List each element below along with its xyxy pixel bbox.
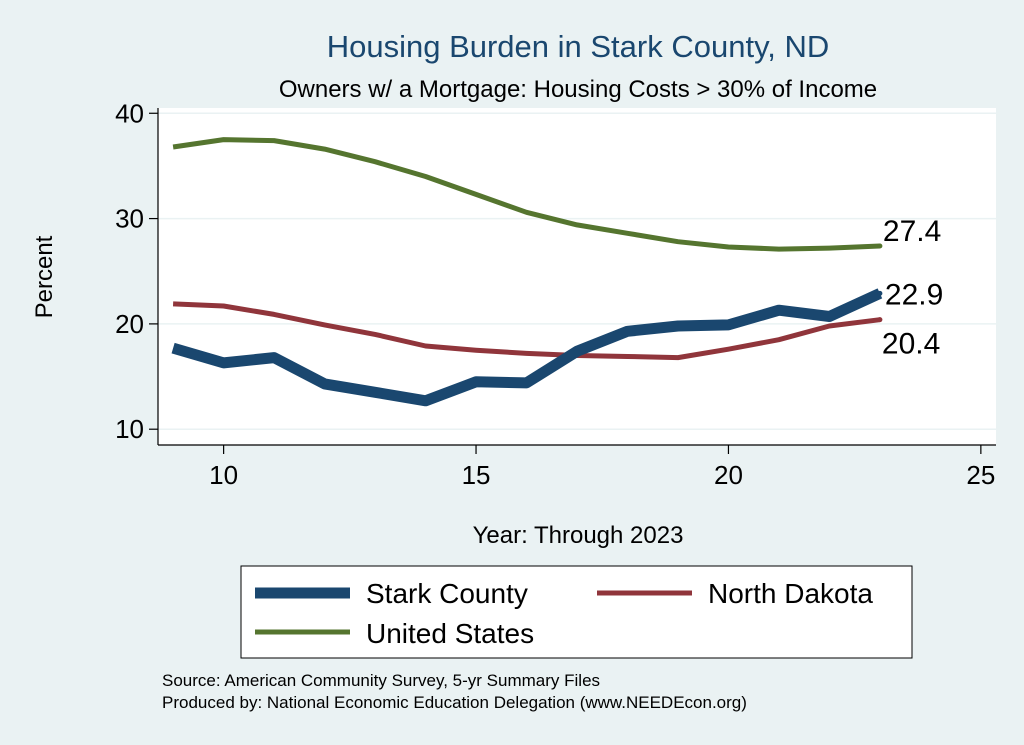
y-tick-label-20: 20	[115, 309, 144, 339]
x-tick-label-10: 10	[209, 460, 238, 490]
y-axis-title: Percent	[31, 235, 58, 318]
plot-area	[158, 108, 996, 445]
y-tick-label-10: 10	[115, 414, 144, 444]
y-ticks: 10 20 30 40	[115, 98, 158, 444]
x-tick-label-15: 15	[462, 460, 491, 490]
end-point-north-dakota	[877, 317, 883, 323]
legend-label-united-states: United States	[366, 618, 534, 649]
series-layer	[171, 137, 883, 407]
series-line-north-dakota	[172, 301, 881, 361]
x-axis-title: Year: Through 2023	[473, 522, 684, 549]
x-tick-label-25: 25	[966, 460, 995, 490]
legend-label-north-dakota: North Dakota	[708, 578, 873, 609]
axes	[157, 108, 996, 446]
end-point-united-states	[877, 243, 883, 249]
legend-box	[240, 565, 913, 659]
end-label-stark-county: 22.9	[885, 278, 943, 311]
y-tick-label-40: 40	[115, 98, 144, 128]
chart-subtitle: Owners w/ a Mortgage: Housing Costs > 30…	[279, 76, 877, 103]
legend-label-stark-county: Stark County	[366, 578, 528, 609]
end-point-stark-county	[877, 290, 883, 296]
end-labels: 27.4 20.4 22.9	[882, 215, 943, 361]
end-label-united-states: 27.4	[883, 215, 941, 248]
produced-note: Produced by: National Economic Education…	[162, 693, 747, 712]
series-line-united-states	[172, 137, 881, 252]
x-ticks: 10 15 20 25	[209, 445, 995, 490]
legend: Stark County North Dakota United States	[240, 565, 913, 659]
end-label-north-dakota: 20.4	[882, 328, 940, 361]
y-tick-label-30: 30	[115, 204, 144, 234]
series-line-stark-county	[171, 288, 883, 407]
source-note: Source: American Community Survey, 5-yr …	[162, 671, 600, 690]
x-tick-label-20: 20	[714, 460, 743, 490]
chart-title: Housing Burden in Stark County, ND	[327, 29, 830, 64]
